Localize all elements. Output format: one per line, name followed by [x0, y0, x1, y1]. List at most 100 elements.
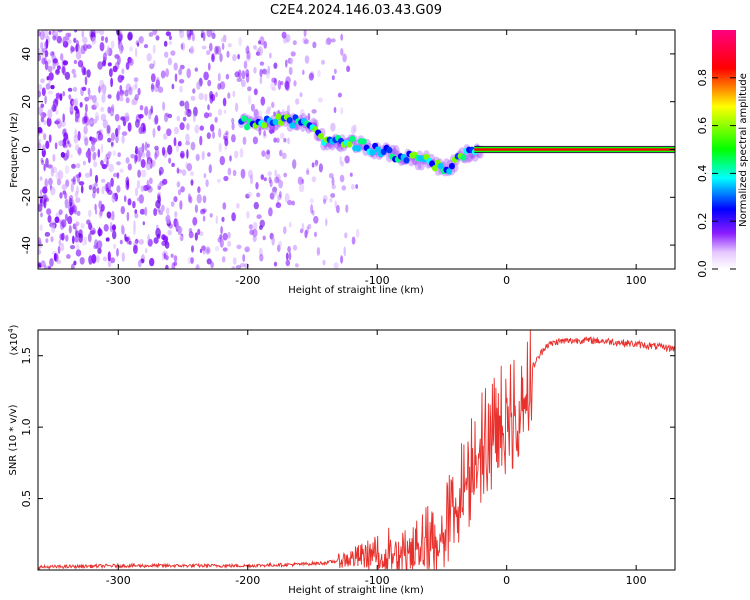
noise-point: [211, 54, 215, 61]
noise-point: [85, 103, 88, 113]
noise-point: [290, 51, 296, 57]
noise-point: [179, 235, 184, 242]
noise-point: [231, 122, 235, 131]
noise-point: [242, 254, 246, 262]
noise-point: [205, 179, 209, 188]
noise-point: [64, 165, 70, 175]
noise-point: [274, 169, 278, 177]
snr-point: [519, 391, 520, 392]
noise-point: [64, 213, 68, 221]
noise-point: [42, 144, 46, 152]
ridge-blob: [346, 141, 353, 148]
noise-point: [289, 57, 294, 65]
noise-point: [38, 138, 42, 143]
noise-point: [120, 116, 125, 121]
noise-point: [190, 95, 196, 101]
noise-point: [47, 109, 53, 119]
noise-point: [287, 137, 290, 145]
noise-point: [67, 215, 73, 225]
noise-point: [96, 240, 103, 249]
noise-point: [217, 83, 222, 90]
y-tick-label: -20: [20, 188, 33, 206]
noise-point: [219, 53, 223, 63]
noise-point: [201, 45, 207, 50]
noise-point: [222, 232, 228, 241]
noise-point: [116, 248, 119, 257]
noise-point: [157, 125, 161, 132]
noise-point: [107, 62, 112, 67]
noise-point: [188, 228, 193, 233]
noise-point: [82, 135, 87, 141]
noise-point: [153, 60, 156, 67]
noise-point: [70, 263, 75, 269]
noise-point: [74, 128, 77, 138]
noise-point: [275, 173, 281, 183]
noise-point: [153, 208, 158, 216]
noise-point: [187, 33, 192, 41]
snr-point: [506, 405, 507, 406]
noise-point: [257, 46, 263, 56]
ridge-blob: [386, 146, 393, 154]
noise-point: [157, 195, 161, 204]
ridge-blob: [403, 157, 410, 164]
snr-frame: [37, 329, 676, 571]
x-tick-label: -100: [365, 574, 390, 587]
noise-point: [170, 50, 176, 56]
noise-point: [92, 95, 97, 104]
noise-point: [116, 185, 121, 193]
noise-point: [189, 45, 195, 55]
noise-point: [146, 143, 150, 148]
noise-point: [203, 71, 209, 81]
noise-point: [128, 58, 134, 66]
noise-point: [127, 198, 132, 206]
noise-point: [190, 257, 194, 264]
noise-point: [256, 192, 261, 198]
noise-point: [186, 68, 191, 79]
noise-point: [223, 175, 229, 182]
noise-point: [60, 120, 66, 127]
noise-point: [179, 30, 183, 34]
noise-point: [157, 183, 163, 190]
noise-point: [269, 192, 275, 200]
noise-point: [269, 52, 272, 59]
noise-point: [168, 35, 172, 41]
noise-point: [261, 150, 266, 157]
noise-point: [217, 72, 221, 82]
noise-point: [55, 109, 59, 115]
noise-point: [311, 162, 315, 168]
noise-point: [257, 40, 262, 45]
noise-point: [259, 219, 265, 228]
noise-point: [317, 69, 321, 78]
x-tick-label: -300: [106, 274, 131, 287]
noise-point: [293, 80, 297, 87]
noise-point: [148, 110, 152, 120]
noise-point: [252, 234, 257, 242]
noise-point: [119, 96, 124, 102]
noise-point: [181, 42, 186, 51]
noise-point: [264, 70, 268, 75]
noise-point: [334, 200, 338, 209]
noise-point: [259, 76, 263, 85]
noise-point: [321, 59, 325, 65]
noise-point: [155, 79, 160, 88]
noise-point: [174, 211, 178, 218]
noise-point: [184, 110, 188, 116]
noise-point: [129, 46, 133, 52]
noise-point: [121, 68, 125, 75]
noise-point: [105, 237, 110, 242]
noise-point: [273, 261, 278, 267]
noise-point: [191, 245, 194, 253]
noise-point: [135, 154, 138, 162]
noise-point: [44, 178, 48, 189]
noise-point: [62, 91, 65, 97]
noise-point: [138, 37, 142, 42]
noise-point: [82, 36, 88, 44]
ridge-halo: [392, 145, 400, 155]
noise-point: [99, 30, 105, 36]
noise-point: [88, 120, 94, 125]
noise-point: [77, 130, 81, 141]
noise-point: [301, 222, 305, 232]
noise-point: [56, 118, 61, 124]
noise-point: [260, 96, 266, 106]
noise-point: [255, 51, 261, 56]
